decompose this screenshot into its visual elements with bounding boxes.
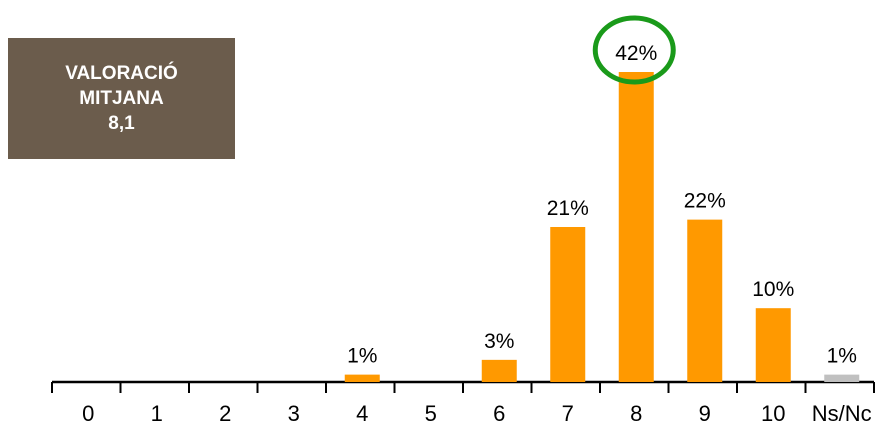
bar-9 [687, 220, 722, 382]
x-tick-label: 3 [288, 401, 300, 425]
x-tick-label: 9 [699, 401, 711, 425]
data-label: 42% [615, 42, 657, 65]
x-tick-label: 0 [82, 401, 94, 425]
bar-8 [619, 72, 654, 382]
x-tick-label: 2 [219, 401, 231, 425]
x-tick-label: 7 [562, 401, 574, 425]
x-tick-label: 6 [493, 401, 505, 425]
x-tick-label: 10 [761, 401, 785, 425]
bar-nsnc [824, 375, 859, 382]
data-label: 22% [684, 190, 726, 213]
bar-6 [482, 360, 517, 382]
bar-7 [550, 227, 585, 382]
data-label: 3% [484, 330, 514, 353]
data-label: 1% [827, 345, 857, 368]
bar-4 [345, 375, 380, 382]
data-label: 10% [752, 278, 794, 301]
x-tick-label: 4 [356, 401, 368, 425]
data-label: 21% [547, 197, 589, 220]
x-tick-label: 5 [425, 401, 437, 425]
x-tick-label: 8 [630, 401, 642, 425]
data-label: 1% [347, 345, 377, 368]
x-tick-label: 1 [151, 401, 163, 425]
x-tick-label: Ns/Nc [812, 401, 872, 425]
bar-10 [756, 308, 791, 382]
